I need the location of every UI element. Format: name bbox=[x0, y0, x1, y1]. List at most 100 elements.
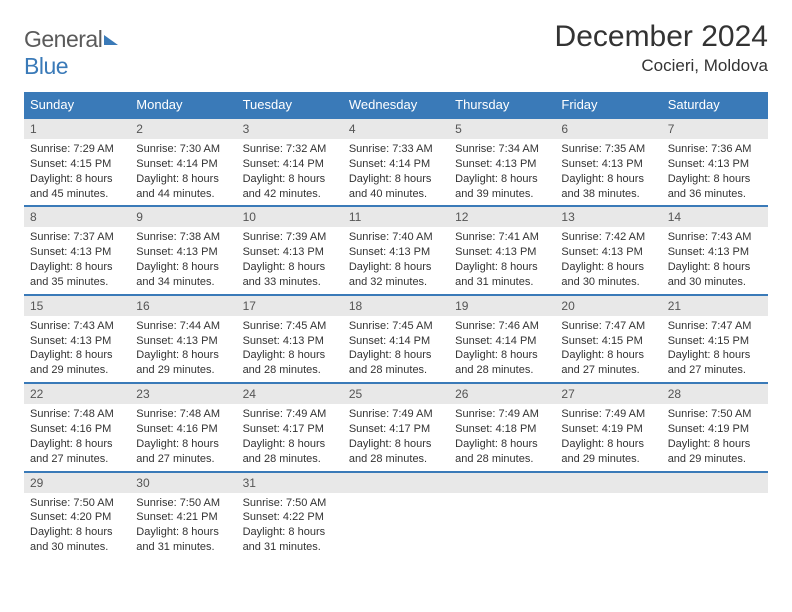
day-content: Sunrise: 7:37 AMSunset: 4:13 PMDaylight:… bbox=[24, 227, 130, 293]
day-number: 15 bbox=[24, 296, 130, 316]
day-number: 31 bbox=[237, 473, 343, 493]
sunrise-text: Sunrise: 7:50 AM bbox=[136, 496, 230, 511]
sunrise-text: Sunrise: 7:47 AM bbox=[668, 319, 762, 334]
day-number: 10 bbox=[237, 207, 343, 227]
daylight-text: and 29 minutes. bbox=[561, 452, 655, 467]
logo-text-blue: Blue bbox=[24, 53, 68, 80]
sunrise-text: Sunrise: 7:50 AM bbox=[243, 496, 337, 511]
day-content bbox=[449, 493, 555, 543]
sunset-text: Sunset: 4:16 PM bbox=[136, 422, 230, 437]
sunset-text: Sunset: 4:13 PM bbox=[136, 334, 230, 349]
day-content: Sunrise: 7:30 AMSunset: 4:14 PMDaylight:… bbox=[130, 139, 236, 205]
sunrise-text: Sunrise: 7:45 AM bbox=[349, 319, 443, 334]
sunrise-text: Sunrise: 7:45 AM bbox=[243, 319, 337, 334]
daylight-text: Daylight: 8 hours bbox=[243, 437, 337, 452]
calendar-day-cell: 26Sunrise: 7:49 AMSunset: 4:18 PMDayligh… bbox=[449, 383, 555, 471]
sunrise-text: Sunrise: 7:49 AM bbox=[349, 407, 443, 422]
sunset-text: Sunset: 4:13 PM bbox=[30, 334, 124, 349]
sunset-text: Sunset: 4:13 PM bbox=[349, 245, 443, 260]
calendar-day-cell: 12Sunrise: 7:41 AMSunset: 4:13 PMDayligh… bbox=[449, 206, 555, 294]
title-block: December 2024 Cocieri, Moldova bbox=[555, 20, 768, 76]
daylight-text: and 45 minutes. bbox=[30, 187, 124, 202]
day-number: 17 bbox=[237, 296, 343, 316]
calendar-day-cell: 6Sunrise: 7:35 AMSunset: 4:13 PMDaylight… bbox=[555, 118, 661, 206]
daylight-text: and 30 minutes. bbox=[561, 275, 655, 290]
day-content: Sunrise: 7:50 AMSunset: 4:20 PMDaylight:… bbox=[24, 493, 130, 559]
sunset-text: Sunset: 4:21 PM bbox=[136, 510, 230, 525]
daylight-text: Daylight: 8 hours bbox=[561, 437, 655, 452]
day-content: Sunrise: 7:49 AMSunset: 4:17 PMDaylight:… bbox=[237, 404, 343, 470]
day-content: Sunrise: 7:45 AMSunset: 4:14 PMDaylight:… bbox=[343, 316, 449, 382]
daylight-text: Daylight: 8 hours bbox=[243, 172, 337, 187]
day-number: 27 bbox=[555, 384, 661, 404]
daylight-text: Daylight: 8 hours bbox=[668, 260, 762, 275]
sunset-text: Sunset: 4:13 PM bbox=[243, 334, 337, 349]
day-number: 20 bbox=[555, 296, 661, 316]
calendar-day-cell bbox=[555, 472, 661, 560]
day-content: Sunrise: 7:44 AMSunset: 4:13 PMDaylight:… bbox=[130, 316, 236, 382]
sunrise-text: Sunrise: 7:50 AM bbox=[668, 407, 762, 422]
daylight-text: Daylight: 8 hours bbox=[136, 437, 230, 452]
calendar-day-cell: 25Sunrise: 7:49 AMSunset: 4:17 PMDayligh… bbox=[343, 383, 449, 471]
daylight-text: Daylight: 8 hours bbox=[455, 348, 549, 363]
sunrise-text: Sunrise: 7:37 AM bbox=[30, 230, 124, 245]
sunset-text: Sunset: 4:18 PM bbox=[455, 422, 549, 437]
day-number: 29 bbox=[24, 473, 130, 493]
day-content: Sunrise: 7:34 AMSunset: 4:13 PMDaylight:… bbox=[449, 139, 555, 205]
day-content: Sunrise: 7:45 AMSunset: 4:13 PMDaylight:… bbox=[237, 316, 343, 382]
daylight-text: Daylight: 8 hours bbox=[349, 260, 443, 275]
daylight-text: Daylight: 8 hours bbox=[243, 348, 337, 363]
daylight-text: and 31 minutes. bbox=[243, 540, 337, 555]
daylight-text: and 27 minutes. bbox=[561, 363, 655, 378]
calendar-day-cell: 2Sunrise: 7:30 AMSunset: 4:14 PMDaylight… bbox=[130, 118, 236, 206]
daylight-text: and 28 minutes. bbox=[455, 363, 549, 378]
daylight-text: Daylight: 8 hours bbox=[561, 348, 655, 363]
day-content: Sunrise: 7:33 AMSunset: 4:14 PMDaylight:… bbox=[343, 139, 449, 205]
calendar-day-cell: 27Sunrise: 7:49 AMSunset: 4:19 PMDayligh… bbox=[555, 383, 661, 471]
daylight-text: Daylight: 8 hours bbox=[668, 348, 762, 363]
day-content: Sunrise: 7:42 AMSunset: 4:13 PMDaylight:… bbox=[555, 227, 661, 293]
day-number: 21 bbox=[662, 296, 768, 316]
sunset-text: Sunset: 4:19 PM bbox=[561, 422, 655, 437]
calendar-day-cell: 18Sunrise: 7:45 AMSunset: 4:14 PMDayligh… bbox=[343, 295, 449, 383]
day-content: Sunrise: 7:38 AMSunset: 4:13 PMDaylight:… bbox=[130, 227, 236, 293]
sunset-text: Sunset: 4:13 PM bbox=[243, 245, 337, 260]
daylight-text: and 27 minutes. bbox=[30, 452, 124, 467]
day-content: Sunrise: 7:50 AMSunset: 4:19 PMDaylight:… bbox=[662, 404, 768, 470]
calendar-day-cell: 22Sunrise: 7:48 AMSunset: 4:16 PMDayligh… bbox=[24, 383, 130, 471]
sunrise-text: Sunrise: 7:32 AM bbox=[243, 142, 337, 157]
sunrise-text: Sunrise: 7:41 AM bbox=[455, 230, 549, 245]
calendar-day-cell: 4Sunrise: 7:33 AMSunset: 4:14 PMDaylight… bbox=[343, 118, 449, 206]
daylight-text: and 39 minutes. bbox=[455, 187, 549, 202]
sunrise-text: Sunrise: 7:44 AM bbox=[136, 319, 230, 334]
daylight-text: and 44 minutes. bbox=[136, 187, 230, 202]
daylight-text: and 36 minutes. bbox=[668, 187, 762, 202]
sunset-text: Sunset: 4:13 PM bbox=[668, 157, 762, 172]
day-number: 8 bbox=[24, 207, 130, 227]
sunset-text: Sunset: 4:13 PM bbox=[455, 245, 549, 260]
daylight-text: and 29 minutes. bbox=[136, 363, 230, 378]
daylight-text: Daylight: 8 hours bbox=[136, 260, 230, 275]
calendar-day-cell: 13Sunrise: 7:42 AMSunset: 4:13 PMDayligh… bbox=[555, 206, 661, 294]
day-content: Sunrise: 7:46 AMSunset: 4:14 PMDaylight:… bbox=[449, 316, 555, 382]
calendar-day-cell bbox=[449, 472, 555, 560]
sunset-text: Sunset: 4:13 PM bbox=[668, 245, 762, 260]
day-number bbox=[449, 473, 555, 493]
sunrise-text: Sunrise: 7:38 AM bbox=[136, 230, 230, 245]
daylight-text: Daylight: 8 hours bbox=[243, 260, 337, 275]
daylight-text: and 42 minutes. bbox=[243, 187, 337, 202]
calendar-week-row: 29Sunrise: 7:50 AMSunset: 4:20 PMDayligh… bbox=[24, 472, 768, 560]
calendar-day-cell: 19Sunrise: 7:46 AMSunset: 4:14 PMDayligh… bbox=[449, 295, 555, 383]
sunrise-text: Sunrise: 7:30 AM bbox=[136, 142, 230, 157]
day-number: 4 bbox=[343, 119, 449, 139]
calendar-day-cell: 23Sunrise: 7:48 AMSunset: 4:16 PMDayligh… bbox=[130, 383, 236, 471]
daylight-text: and 38 minutes. bbox=[561, 187, 655, 202]
sunset-text: Sunset: 4:14 PM bbox=[455, 334, 549, 349]
calendar-day-cell: 28Sunrise: 7:50 AMSunset: 4:19 PMDayligh… bbox=[662, 383, 768, 471]
calendar-day-cell: 15Sunrise: 7:43 AMSunset: 4:13 PMDayligh… bbox=[24, 295, 130, 383]
day-number: 22 bbox=[24, 384, 130, 404]
day-content: Sunrise: 7:48 AMSunset: 4:16 PMDaylight:… bbox=[130, 404, 236, 470]
sunset-text: Sunset: 4:14 PM bbox=[349, 157, 443, 172]
weekday-header: Sunday bbox=[24, 92, 130, 118]
sunrise-text: Sunrise: 7:34 AM bbox=[455, 142, 549, 157]
